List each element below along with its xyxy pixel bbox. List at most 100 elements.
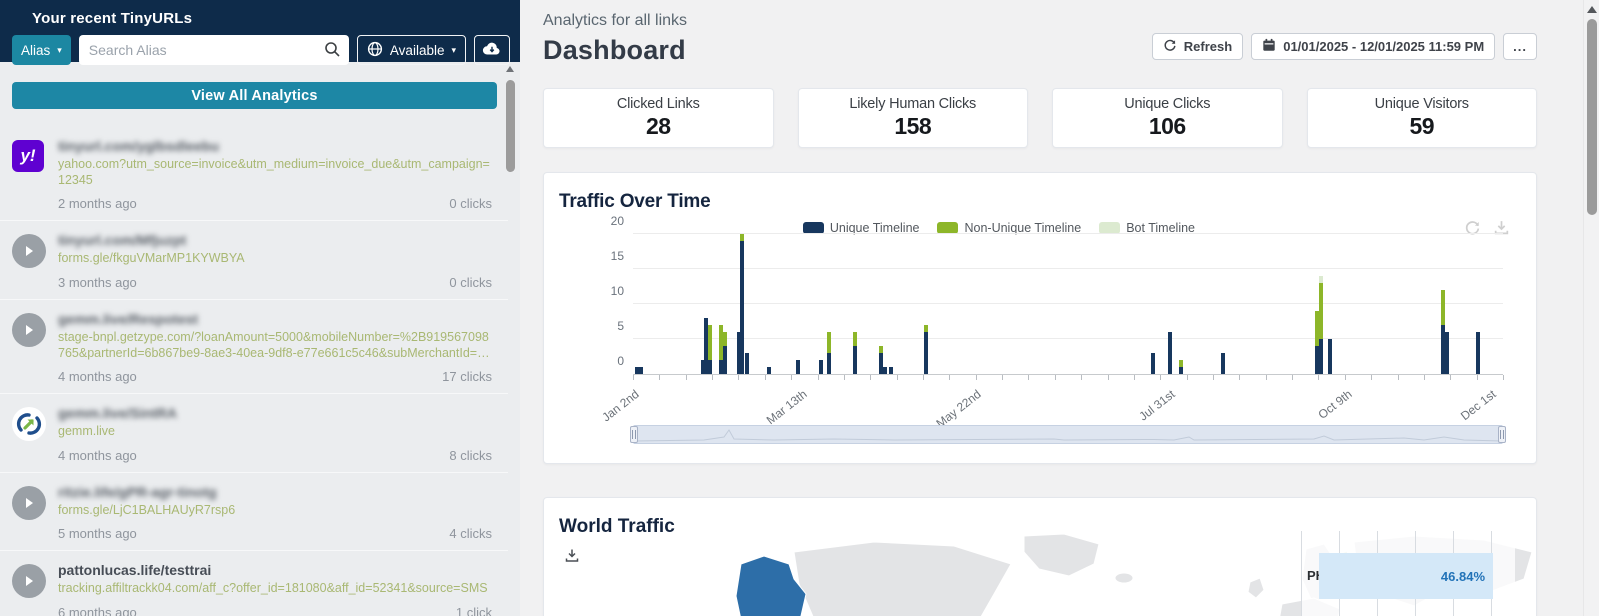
brush-handle-right[interactable] [1498,426,1506,443]
chart-bar[interactable] [1168,332,1173,374]
map-download-icon[interactable] [564,548,580,569]
bar-segment-n [879,346,884,353]
bar-segment-u [1328,339,1333,374]
date-range-label: 01/01/2025 - 12/01/2025 11:59 PM [1283,39,1485,54]
chart-bar[interactable] [819,360,824,374]
traffic-chart-plot[interactable]: 0 5 10 15 20 Jan 2nd Mar 13th May 22nd Jul 31st O… [599,214,1504,430]
item-destination-url[interactable]: tracking.affiltrackk04.com/aff_c?offer_i… [58,581,488,596]
item-destination-url[interactable]: yahoo.com?utm_source=invoice&utm_medium=… [58,157,490,187]
chart-bar[interactable] [736,332,741,374]
chart-bar[interactable] [639,367,644,374]
chart-bar[interactable] [1221,353,1226,374]
chart-bar[interactable] [1318,276,1323,374]
availability-dropdown[interactable]: Available ▾ [356,35,466,65]
country-bar[interactable]: 46.84% [1319,553,1493,599]
chart-bar[interactable] [853,332,858,374]
list-item[interactable]: ritzie.life/gPR-agr-tinotg forms.gle/LjC… [0,473,508,552]
x-axis-tick [1054,375,1056,380]
bar-segment-u [634,367,639,374]
chart-bar[interactable] [722,332,727,374]
legend-item[interactable]: Non-Unique Timeline [937,221,1081,235]
list-item[interactable]: y! tinyurl.com/yglbsdleebu yahoo.com?utm… [0,127,508,222]
chart-bar[interactable] [1328,339,1333,374]
item-destination-url[interactable]: stage-bnpl.getzype.com/?loanAmount=5000&… [58,329,491,360]
legend-item[interactable]: Unique Timeline [802,221,919,235]
stat-value: 106 [1148,113,1186,139]
x-axis-tick [1318,375,1320,380]
chart-bar[interactable] [719,325,724,374]
page-scrollbar[interactable] [1583,0,1599,616]
chart-bar[interactable] [1179,360,1184,374]
refresh-button[interactable]: Refresh [1151,33,1244,60]
alias-filter-dropdown[interactable]: Alias ▾ [12,35,71,65]
chart-refresh-icon[interactable] [1464,219,1481,241]
page-scrollbar-thumb[interactable] [1586,19,1597,215]
chart-bar[interactable] [634,367,639,374]
more-options-button[interactable]: ... [1503,33,1537,60]
gridline [633,303,1503,304]
item-destination-url[interactable]: gemm.live [58,424,115,439]
chart-bar[interactable] [1315,311,1320,374]
search-icon[interactable] [324,41,341,63]
chart-bar[interactable] [704,318,709,374]
list-item[interactable]: tinyurl.com/Mfjuzpt forms.gle/fkguVMarMP… [0,221,508,300]
item-title[interactable]: gemm.live/SintRA [58,405,178,422]
item-title[interactable]: tinyurl.com/yglbsdleebu [58,138,220,154]
brush-handle-left[interactable] [630,426,638,443]
chart-bar[interactable] [700,360,705,374]
chart-bar[interactable] [827,332,831,374]
item-title[interactable]: pattonlucas.life/testtrai [58,562,212,579]
bar-segment-u [1318,339,1323,374]
chart-bar[interactable] [1150,353,1155,374]
chart-bar[interactable] [924,325,929,374]
item-age: 5 months ago [58,526,137,542]
item-clicks-count: 1 click [455,605,492,616]
chart-bar[interactable] [888,367,893,374]
chart-bar[interactable] [707,325,712,374]
item-title[interactable]: gemm.live/Respotest [58,310,199,327]
search-input[interactable] [78,35,349,65]
item-destination-url[interactable]: forms.gle/fkguVMarMP1KYWBYA [58,251,245,266]
item-destination-url[interactable]: forms.gle/LjC1BALHAUyR7rsp6 [58,502,236,517]
scroll-up-arrow-icon[interactable] [506,66,514,72]
stats-row: Clicked Links 28 Likely Human Clicks 158… [543,88,1537,148]
x-axis-tick [870,375,872,380]
item-title[interactable]: tinyurl.com/Mfjuzpt [58,232,187,249]
chart-bar[interactable] [1444,332,1449,374]
list-item[interactable]: gemm.live/SintRA gemm.live 4 months ago … [0,394,508,473]
traffic-over-time-card: Traffic Over Time Unique Timeline Non-Uni… [543,172,1537,464]
legend-item[interactable]: Bot Timeline [1099,221,1195,235]
list-item[interactable]: gemm.live/Respotest stage-bnpl.getzype.c… [0,300,508,395]
x-axis-tick [738,375,740,380]
stat-card: Unique Clicks 106 [1052,88,1283,148]
y-axis-label: 15 [610,249,624,263]
chart-bar[interactable] [1441,290,1446,374]
bar-segment-u [1476,332,1481,374]
arrow-circle-icon [12,564,46,599]
chart-bar[interactable] [1476,332,1481,374]
chart-bar[interactable] [795,360,800,374]
x-axis-tick [1450,375,1452,380]
chart-bar[interactable] [879,346,884,374]
map-highlight-alaska [735,555,807,616]
view-all-analytics-button[interactable]: View All Analytics [12,82,497,109]
stat-value: 158 [894,113,932,139]
bar-segment-n [827,332,831,353]
chart-bar[interactable] [882,367,887,374]
export-download-button[interactable] [474,35,510,65]
ellipsis-icon: ... [1513,39,1527,54]
refresh-icon [1163,38,1177,55]
chart-bar[interactable] [766,367,771,374]
sidebar-scrollbar[interactable] [505,66,515,606]
sidebar-title: Your recent TinyURLs [32,10,193,27]
chart-title: Traffic Over Time [559,191,711,212]
sidebar-scrollbar-thumb[interactable] [505,80,515,172]
chart-range-brush[interactable] [630,425,1506,444]
list-item[interactable]: pattonlucas.life/testtrai tracking.affil… [0,551,508,616]
date-range-button[interactable]: 01/01/2025 - 12/01/2025 11:59 PM [1251,33,1496,60]
item-title[interactable]: ritzie.life/gPR-agr-tinotg [58,483,217,500]
scroll-up-arrow-icon[interactable] [1586,6,1597,13]
chart-bar[interactable] [740,234,744,374]
chart-bar[interactable] [745,353,750,374]
